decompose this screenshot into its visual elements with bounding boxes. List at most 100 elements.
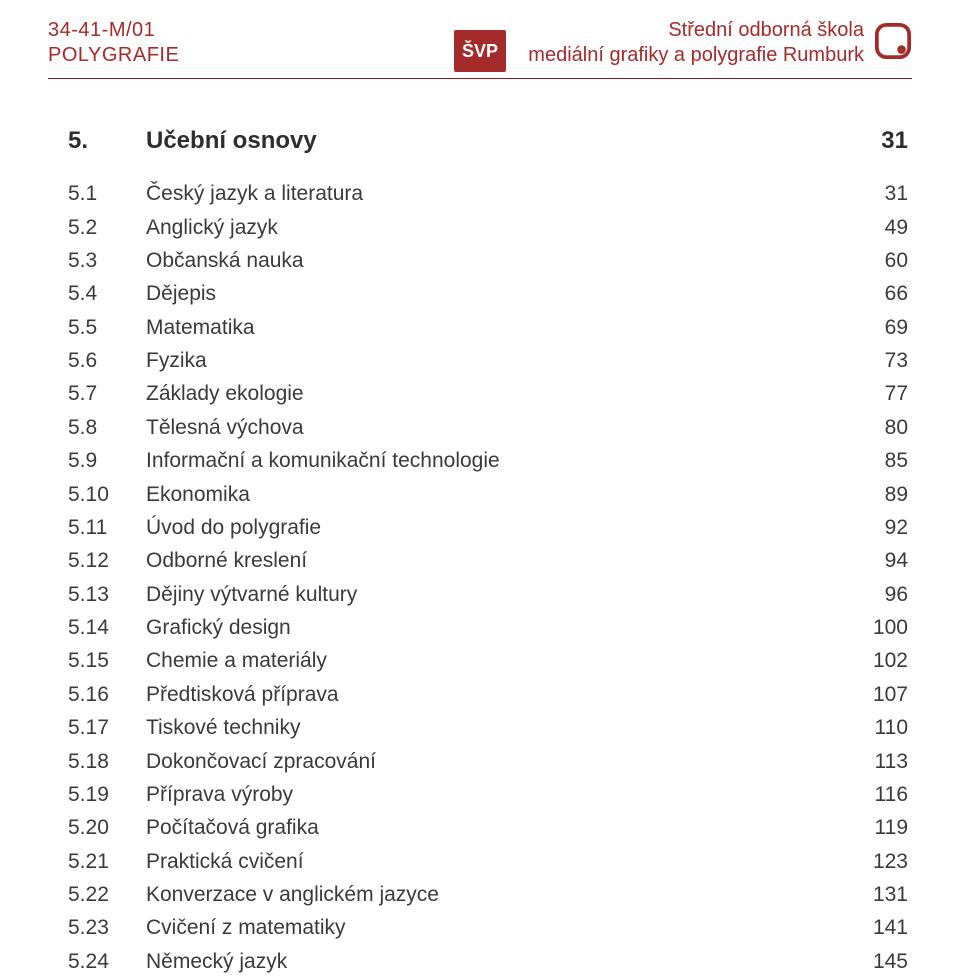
toc-row-title: Příprava výroby [146, 784, 858, 805]
toc-row-title: Tělesná výchova [146, 417, 858, 438]
toc-section-heading: 5. Učební osnovy 31 [68, 127, 908, 155]
toc-row-title: Dokončovací zpracování [146, 751, 858, 772]
toc-row-page: 49 [858, 217, 908, 238]
toc-row-page: 73 [858, 350, 908, 371]
toc-row[interactable]: 5.13Dějiny výtvarné kultury96 [68, 578, 908, 611]
toc-row[interactable]: 5.7Základy ekologie77 [68, 377, 908, 410]
toc-row-title: Základy ekologie [146, 383, 858, 404]
course-code: 34-41-M/01 [48, 18, 179, 43]
toc-row[interactable]: 5.21Praktická cvičení123 [68, 845, 908, 878]
toc-row-title: Konverzace v anglickém jazyce [146, 884, 858, 905]
toc-row-number: 5.4 [68, 283, 146, 304]
toc-row-page: 116 [858, 784, 908, 805]
toc-row-number: 5.19 [68, 784, 146, 805]
toc-row-title: Chemie a materiály [146, 650, 858, 671]
toc-row-number: 5.5 [68, 317, 146, 338]
header-center: ŠVP [454, 30, 506, 72]
toc-row-title: Cvičení z matematiky [146, 917, 858, 938]
toc-row-title: Úvod do polygrafie [146, 517, 858, 538]
toc-row[interactable]: 5.14Grafický design100 [68, 611, 908, 644]
toc-row-page: 89 [858, 484, 908, 505]
toc-row-page: 92 [858, 517, 908, 538]
toc-row-number: 5.12 [68, 550, 146, 571]
toc-row[interactable]: 5.19Příprava výroby116 [68, 778, 908, 811]
toc-row[interactable]: 5.16Předtisková příprava107 [68, 678, 908, 711]
toc-row-title: Praktická cvičení [146, 851, 858, 872]
toc-row[interactable]: 5.4Dějepis66 [68, 277, 908, 310]
toc-row-number: 5.14 [68, 617, 146, 638]
toc-row-page: 69 [858, 317, 908, 338]
toc-row-number: 5.6 [68, 350, 146, 371]
svp-badge-label: ŠVP [462, 41, 498, 62]
toc-row[interactable]: 5.6Fyzika73 [68, 344, 908, 377]
toc-row-title: Odborné kreslení [146, 550, 858, 571]
toc-row-page: 80 [858, 417, 908, 438]
toc-row[interactable]: 5.18Dokončovací zpracování113 [68, 744, 908, 777]
toc-row-number: 5.18 [68, 751, 146, 772]
toc-row[interactable]: 5.15Chemie a materiály102 [68, 644, 908, 677]
toc-row-number: 5.9 [68, 450, 146, 471]
toc-row[interactable]: 5.23Cvičení z matematiky141 [68, 911, 908, 944]
section-title: Učební osnovy [146, 127, 858, 155]
toc-row[interactable]: 5.24Německý jazyk145 [68, 945, 908, 978]
section-page: 31 [858, 127, 908, 155]
school-name-line2: mediální grafiky a polygrafie Rumburk [528, 43, 864, 68]
toc-row[interactable]: 5.17Tiskové techniky110 [68, 711, 908, 744]
toc-row[interactable]: 5.20Počítačová grafika119 [68, 811, 908, 844]
toc-row-number: 5.21 [68, 851, 146, 872]
toc-row-number: 5.3 [68, 250, 146, 271]
toc-row-page: 100 [858, 617, 908, 638]
toc-row-title: Informační a komunikační technologie [146, 450, 858, 471]
toc-list: 5.1Český jazyk a literatura315.2Anglický… [68, 177, 908, 978]
toc-row-number: 5.10 [68, 484, 146, 505]
svp-badge: ŠVP [454, 30, 506, 72]
course-field: POLYGRAFIE [48, 43, 179, 68]
toc-row-number: 5.7 [68, 383, 146, 404]
page: 34-41-M/01 POLYGRAFIE ŠVP Střední odborn… [0, 0, 960, 935]
toc-row-number: 5.8 [68, 417, 146, 438]
toc-row-page: 85 [858, 450, 908, 471]
toc-row[interactable]: 5.11Úvod do polygrafie92 [68, 511, 908, 544]
toc-row-number: 5.1 [68, 183, 146, 204]
toc-content: 5. Učební osnovy 31 5.1Český jazyk a lit… [48, 79, 912, 978]
toc-row-page: 110 [858, 717, 908, 738]
toc-row[interactable]: 5.5Matematika69 [68, 311, 908, 344]
toc-row-number: 5.23 [68, 917, 146, 938]
toc-row-title: Anglický jazyk [146, 217, 858, 238]
toc-row-page: 102 [858, 650, 908, 671]
toc-row[interactable]: 5.22Konverzace v anglickém jazyce131 [68, 878, 908, 911]
toc-row-page: 123 [858, 851, 908, 872]
toc-row-title: Matematika [146, 317, 858, 338]
toc-row[interactable]: 5.9Informační a komunikační technologie8… [68, 444, 908, 477]
toc-row-title: Předtisková příprava [146, 684, 858, 705]
toc-row[interactable]: 5.8Tělesná výchova80 [68, 411, 908, 444]
toc-row-title: Počítačová grafika [146, 817, 858, 838]
toc-row-title: Dějepis [146, 283, 858, 304]
toc-row-number: 5.11 [68, 517, 146, 538]
toc-row[interactable]: 5.1Český jazyk a literatura31 [68, 177, 908, 210]
school-name: Střední odborná škola mediální grafiky a… [528, 18, 874, 68]
toc-row-page: 31 [858, 183, 908, 204]
toc-row[interactable]: 5.2Anglický jazyk49 [68, 210, 908, 243]
toc-row-number: 5.24 [68, 951, 146, 972]
toc-row-page: 60 [858, 250, 908, 271]
toc-row-title: Tiskové techniky [146, 717, 858, 738]
toc-row-number: 5.17 [68, 717, 146, 738]
toc-row-number: 5.22 [68, 884, 146, 905]
toc-row-page: 94 [858, 550, 908, 571]
toc-row-page: 113 [858, 751, 908, 772]
toc-row-title: Dějiny výtvarné kultury [146, 584, 858, 605]
toc-row-page: 96 [858, 584, 908, 605]
toc-row[interactable]: 5.10Ekonomika89 [68, 477, 908, 510]
toc-row-title: Německý jazyk [146, 951, 858, 972]
section-number: 5. [68, 127, 146, 155]
school-name-line1: Střední odborná škola [528, 18, 864, 43]
header-left: 34-41-M/01 POLYGRAFIE [48, 18, 179, 68]
toc-row[interactable]: 5.12Odborné kreslení94 [68, 544, 908, 577]
toc-row-number: 5.2 [68, 217, 146, 238]
toc-row-page: 131 [858, 884, 908, 905]
toc-row-number: 5.20 [68, 817, 146, 838]
toc-row[interactable]: 5.3Občanská nauka60 [68, 244, 908, 277]
toc-row-number: 5.16 [68, 684, 146, 705]
toc-row-page: 77 [858, 383, 908, 404]
